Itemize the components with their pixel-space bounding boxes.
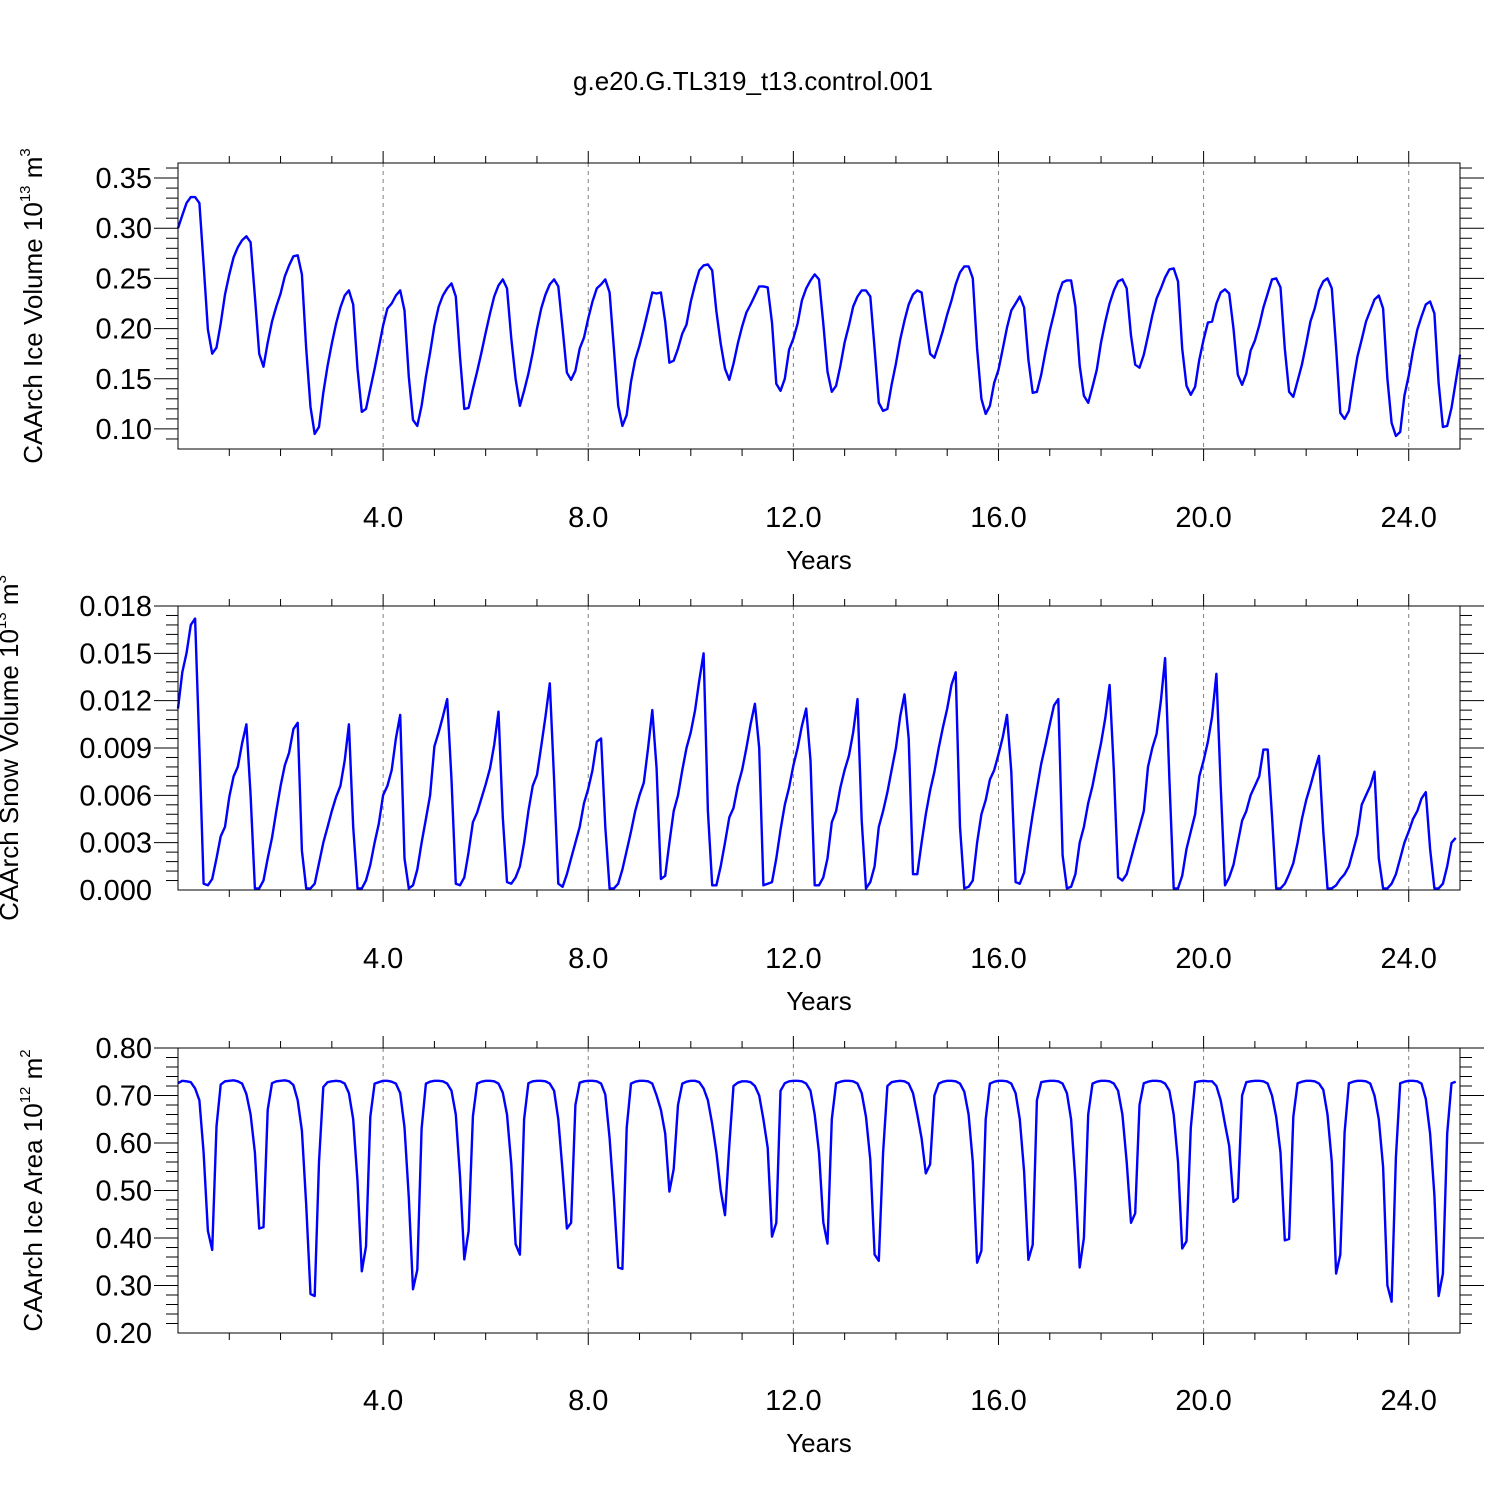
y-tick-label: 0.25 bbox=[96, 263, 152, 295]
x-tick-label: 4.0 bbox=[363, 502, 403, 534]
y-tick-label: 0.35 bbox=[96, 163, 152, 195]
y-tick-label: 0.60 bbox=[96, 1128, 152, 1160]
plot-frame bbox=[177, 1047, 1461, 1334]
figure-title: g.e20.G.TL319_t13.control.001 bbox=[573, 66, 933, 96]
y-tick-label: 0.80 bbox=[96, 1033, 152, 1065]
y-tick-label: 0.009 bbox=[79, 733, 152, 765]
y-axis-label: CAArch Ice Volume 1013 m3 bbox=[17, 148, 48, 464]
series-line-1 bbox=[176, 195, 1462, 438]
x-tick-label: 12.0 bbox=[765, 1385, 821, 1417]
x-tick-label: 16.0 bbox=[970, 943, 1026, 975]
plot-frame bbox=[177, 162, 1461, 450]
x-tick-label: 20.0 bbox=[1175, 502, 1231, 534]
x-axis-label: Years bbox=[786, 1428, 852, 1458]
x-tick-label: 24.0 bbox=[1380, 943, 1436, 975]
y-tick-label: 0.003 bbox=[79, 828, 152, 860]
x-tick-label: 16.0 bbox=[970, 1385, 1026, 1417]
x-tick-label: 24.0 bbox=[1380, 502, 1436, 534]
series-line-1 bbox=[177, 1079, 1457, 1303]
x-tick-label: 8.0 bbox=[568, 1385, 608, 1417]
plot-frame bbox=[177, 605, 1461, 891]
x-tick-label: 12.0 bbox=[765, 502, 821, 534]
y-tick-label: 0.018 bbox=[79, 591, 152, 623]
y-tick-label: 0.15 bbox=[96, 364, 152, 396]
chart-panel-2: 0.000 0.003 0.006 0.009 0.012 0.015 0.018 4.0 8.… bbox=[0, 575, 1484, 1016]
y-tick-label: 0.30 bbox=[96, 1271, 152, 1303]
x-tick-label: 8.0 bbox=[568, 502, 608, 534]
y-tick-label: 0.40 bbox=[96, 1223, 152, 1255]
chart-panel-3: 0.20 0.30 0.40 0.50 0.60 0.70 0.80 4.0 8.0 12.0 16… bbox=[17, 1033, 1484, 1458]
y-tick-label: 0.006 bbox=[79, 780, 152, 812]
x-tick-label: 24.0 bbox=[1380, 1385, 1436, 1417]
x-axis-label: Years bbox=[786, 986, 852, 1016]
chart-panel-1: 0.10 0.15 0.20 0.25 0.30 0.35 4.0 8.0 12.0 16.0 20… bbox=[17, 148, 1484, 575]
x-tick-label: 20.0 bbox=[1175, 943, 1231, 975]
y-tick-label: 0.30 bbox=[96, 213, 152, 245]
y-tick-label: 0.20 bbox=[96, 314, 152, 346]
y-tick-label: 0.50 bbox=[96, 1176, 152, 1208]
x-tick-label: 12.0 bbox=[765, 943, 821, 975]
y-tick-label: 0.012 bbox=[79, 686, 152, 718]
panels: 0.10 0.15 0.20 0.25 0.30 0.35 4.0 8.0 12.0 16.0 20… bbox=[0, 148, 1484, 1458]
x-axis-label: Years bbox=[786, 545, 852, 575]
y-axis-label: CAArch Snow Volume 1013 m3 bbox=[0, 575, 24, 921]
x-tick-label: 8.0 bbox=[568, 943, 608, 975]
x-tick-label: 4.0 bbox=[363, 1385, 403, 1417]
y-tick-label: 0.20 bbox=[96, 1318, 152, 1350]
x-tick-label: 4.0 bbox=[363, 943, 403, 975]
y-axis-label: CAArch Ice Area 1012 m2 bbox=[17, 1049, 48, 1331]
x-tick-label: 20.0 bbox=[1175, 1385, 1231, 1417]
y-tick-label: 0.000 bbox=[79, 875, 152, 907]
series-line-1 bbox=[176, 617, 1457, 890]
y-tick-label: 0.10 bbox=[96, 414, 152, 446]
x-tick-label: 16.0 bbox=[970, 502, 1026, 534]
y-tick-label: 0.70 bbox=[96, 1081, 152, 1113]
y-tick-label: 0.015 bbox=[79, 638, 152, 670]
